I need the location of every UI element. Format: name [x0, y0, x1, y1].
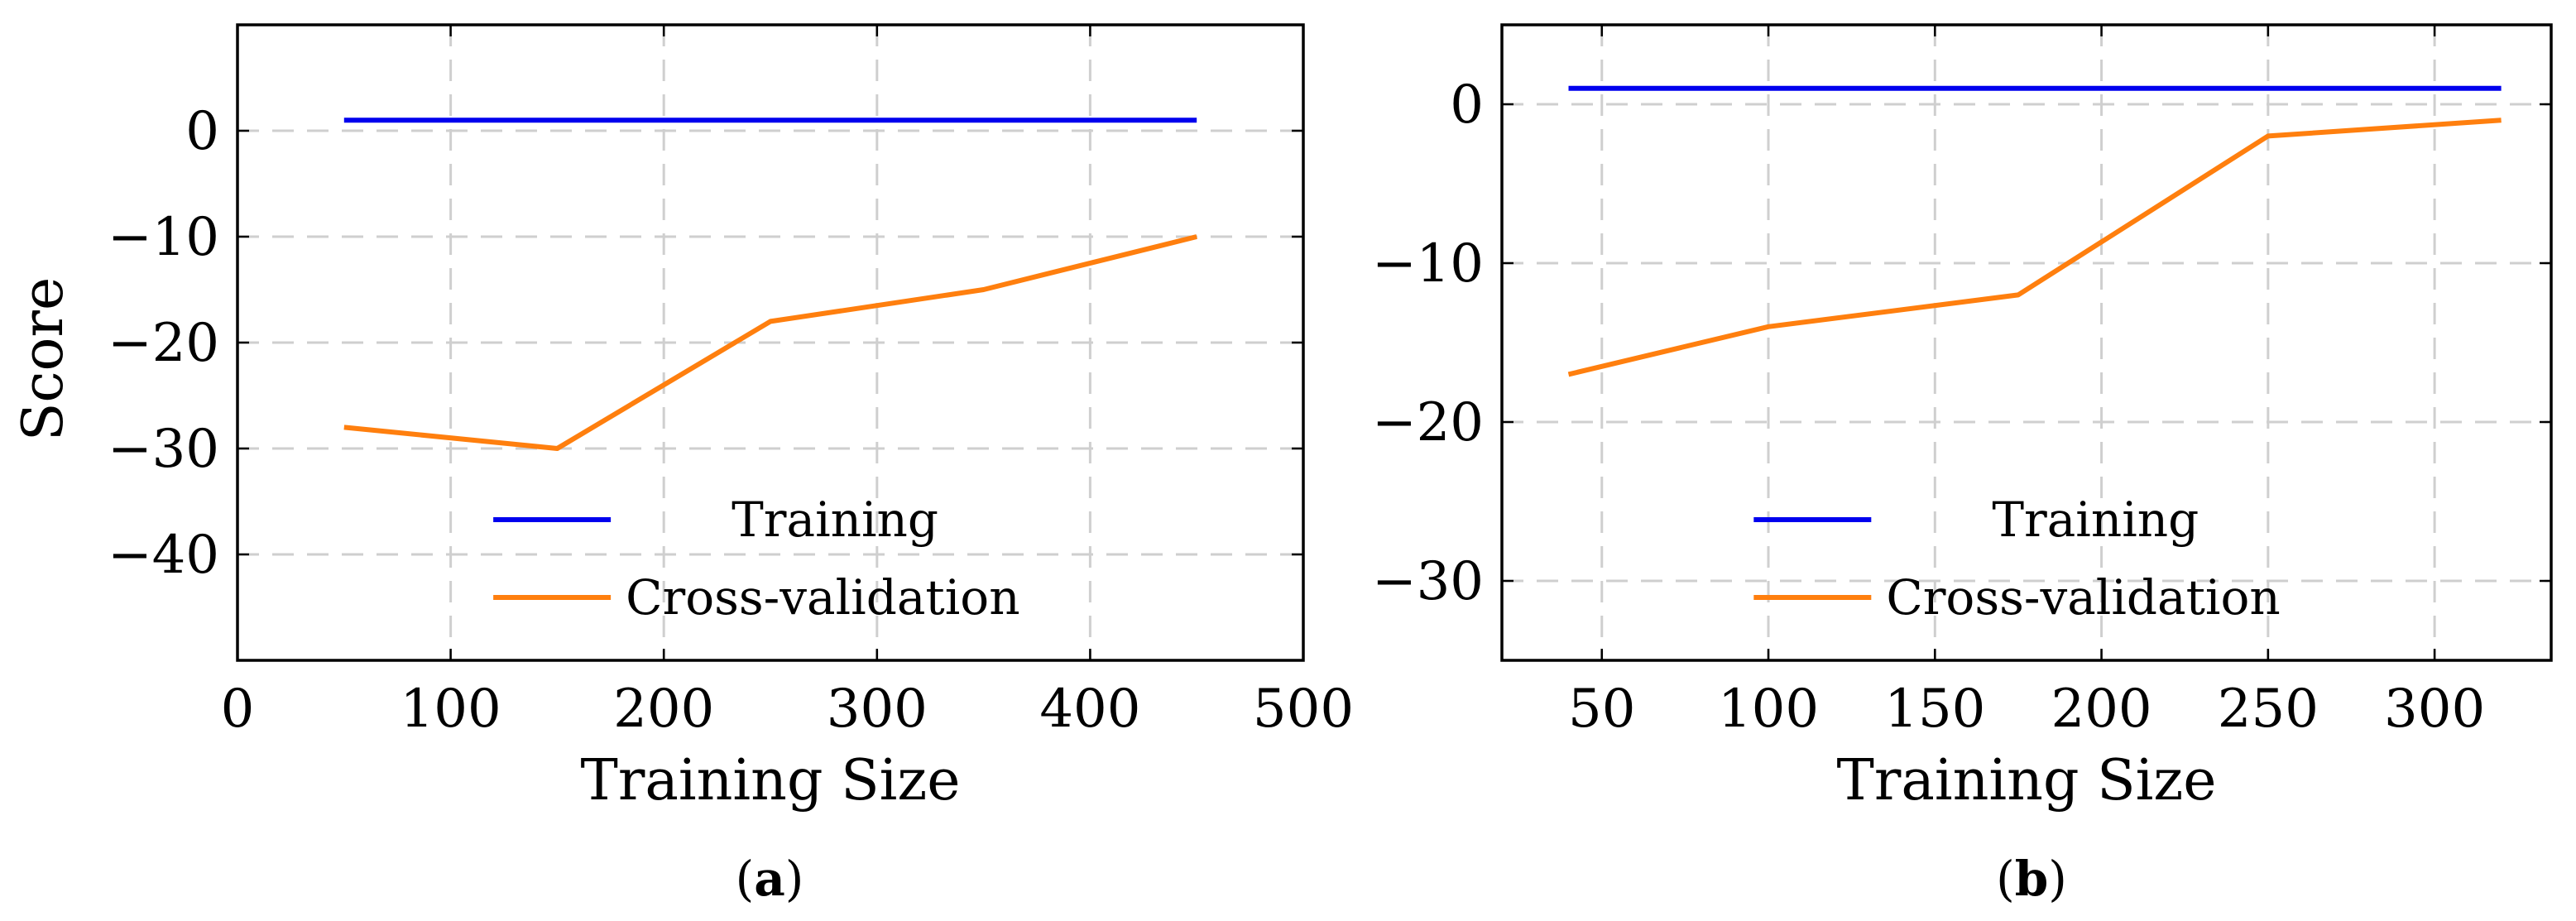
legend-label: Training [732, 492, 938, 548]
plot-frame [236, 23, 1305, 662]
y-tick-label: 0 [1450, 74, 1484, 136]
panel-label-letter: a [754, 851, 785, 907]
x-tick-label: 500 [1253, 679, 1354, 740]
x-tick-label: 100 [1718, 679, 1819, 740]
legend-label: Cross-validation [626, 569, 1019, 626]
y-tick-label: −30 [108, 419, 219, 480]
chart-panel-a: 0 100 200 300 400 500 0 −10 −20 −30 −40 Training Si… [11, 23, 1354, 907]
panel-label-paren: ( [736, 851, 755, 907]
y-axis-title: Score [11, 277, 76, 441]
series-line-cross-validation [1567, 118, 2502, 377]
legend-label: Training [1992, 492, 2199, 548]
panel-label: (b) [1996, 851, 2067, 907]
panel-label-letter: b [2015, 851, 2049, 907]
x-axis-title: Training Size [580, 748, 960, 813]
y-tick-label: 0 [185, 101, 219, 162]
x-tick-label: 200 [2051, 679, 2151, 740]
y-tick-label: −10 [1372, 233, 1484, 295]
x-tick-label: 300 [2384, 679, 2485, 740]
x-tick-label: 400 [1039, 679, 1140, 740]
series-line-cross-validation [343, 234, 1197, 451]
x-tick-label: 0 [221, 679, 255, 740]
x-tick-label: 300 [827, 679, 928, 740]
panel-label: (a) [736, 851, 804, 907]
y-tick-label: −40 [108, 525, 219, 586]
y-tick-label: −20 [1372, 392, 1484, 453]
panel-label-paren: ) [2048, 851, 2067, 907]
plot-frame [1500, 23, 2553, 662]
chart-panel-b: 50 100 150 200 250 300 0 −10 −20 −30 Training Size… [1372, 23, 2553, 907]
x-tick-label: 150 [1884, 679, 1985, 740]
panel-label-paren: ) [785, 851, 804, 907]
y-tick-label: −30 [1372, 551, 1484, 612]
x-axis-title: Training Size [1836, 748, 2216, 813]
x-tick-label: 50 [1568, 679, 1635, 740]
y-tick-label: −10 [108, 207, 219, 268]
legend-label: Cross-validation [1886, 569, 2280, 626]
y-tick-label: −20 [108, 313, 219, 374]
panel-label-paren: ( [1996, 851, 2015, 907]
x-tick-label: 100 [401, 679, 501, 740]
x-tick-label: 250 [2218, 679, 2319, 740]
x-tick-label: 200 [613, 679, 714, 740]
